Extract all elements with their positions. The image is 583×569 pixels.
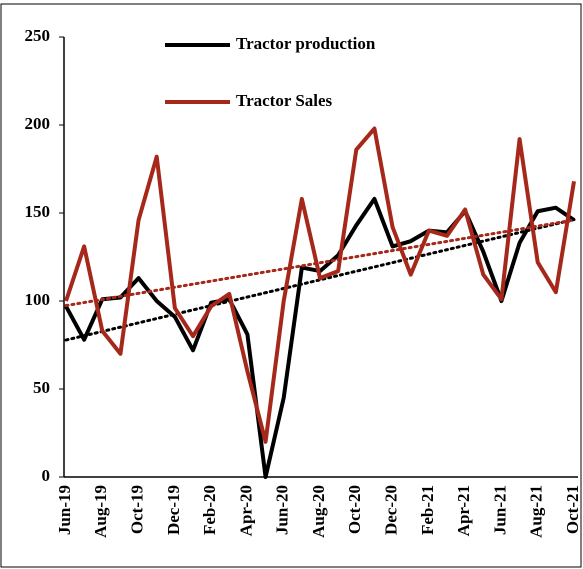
x-tick-label: Oct-21 — [563, 485, 582, 534]
x-tick-label: Jun-21 — [490, 485, 509, 535]
y-tick-label: 100 — [25, 290, 51, 309]
x-tick-label: Jun-19 — [55, 485, 74, 535]
y-tick-label: 150 — [25, 202, 51, 221]
x-tick-label: Feb-20 — [200, 485, 219, 535]
x-tick-label: Aug-20 — [309, 485, 328, 538]
x-tick-label: Apr-21 — [454, 485, 473, 536]
frame — [0, 3, 582, 568]
trend-line — [64, 218, 576, 308]
legend-label: Tractor Sales — [236, 91, 333, 110]
series-line — [64, 126, 576, 444]
x-tick-label: Jun-20 — [273, 485, 292, 535]
series-line — [64, 196, 576, 479]
y-tick-label: 50 — [33, 378, 50, 397]
y-tick-label: 0 — [42, 466, 51, 485]
x-tick-label: Apr-20 — [236, 485, 255, 536]
x-tick-label: Oct-19 — [127, 485, 146, 534]
x-tick-label: Aug-19 — [91, 485, 110, 538]
x-tick-label: Oct-20 — [345, 485, 364, 534]
y-tick-label: 250 — [25, 26, 51, 45]
x-tick-label: Aug-21 — [527, 485, 546, 538]
legend-label: Tractor production — [236, 34, 376, 53]
x-tick-label: Dec-20 — [381, 485, 400, 535]
x-tick-label: Feb-21 — [418, 485, 437, 535]
x-tick-label: Dec-19 — [164, 485, 183, 535]
y-tick-label: 200 — [25, 114, 51, 133]
